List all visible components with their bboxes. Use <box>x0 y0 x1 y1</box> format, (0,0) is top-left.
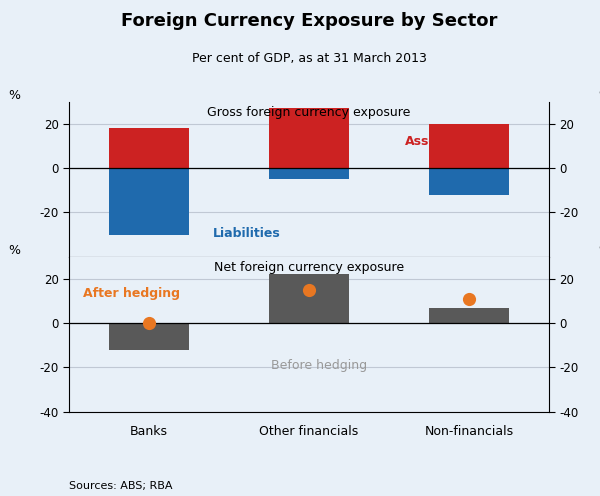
Bar <box>109 128 189 168</box>
Bar <box>109 323 189 350</box>
Text: %: % <box>8 244 20 257</box>
Text: %: % <box>8 89 20 102</box>
Bar <box>269 274 349 323</box>
Point <box>304 286 314 294</box>
Text: %: % <box>598 89 600 102</box>
Bar <box>429 124 509 168</box>
Point <box>464 295 474 303</box>
Text: Liabilities: Liabilities <box>213 227 281 240</box>
Bar <box>429 168 509 194</box>
Text: Assets: Assets <box>405 135 451 148</box>
Text: Before hedging: Before hedging <box>271 359 367 372</box>
Text: Gross foreign currency exposure: Gross foreign currency exposure <box>208 106 410 120</box>
Bar <box>429 308 509 323</box>
Text: After hedging: After hedging <box>83 287 181 301</box>
Bar <box>269 108 349 168</box>
Text: %: % <box>598 244 600 257</box>
Point <box>144 319 154 327</box>
Bar <box>269 168 349 179</box>
Text: Per cent of GDP, as at 31 March 2013: Per cent of GDP, as at 31 March 2013 <box>191 52 427 65</box>
Text: Sources: ABS; RBA: Sources: ABS; RBA <box>69 481 173 491</box>
Text: Net foreign currency exposure: Net foreign currency exposure <box>214 261 404 274</box>
Bar <box>109 168 189 235</box>
Text: Foreign Currency Exposure by Sector: Foreign Currency Exposure by Sector <box>121 12 497 30</box>
